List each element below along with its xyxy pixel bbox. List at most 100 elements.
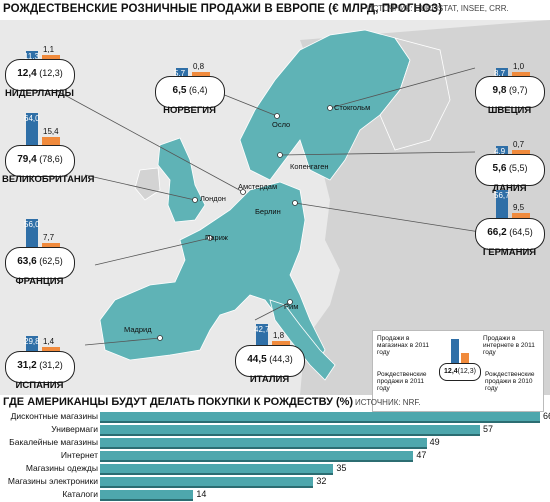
online-bar [42,55,60,59]
line-nl [36,79,244,193]
widget-es: 29,8 1,4 31,2 (31,2) ИСПАНИЯ [2,316,77,391]
us-row: Дисконтные магазины 66 [0,410,550,423]
line-de [294,202,481,233]
us-row-value: 47 [416,450,427,460]
legend-store: Продажи в магазинах в 2011 году [377,335,429,356]
online-bar [512,72,530,76]
legend-pill: 12,4(12,3) [439,363,481,381]
legend-2011: Рождественские продажи в 2011 году [377,371,427,392]
widget-dk: 4,9 0,7 5,6 (5,5) ДАНИЯ [472,119,547,194]
prev-value: (44,3) [266,354,293,364]
total-value: 6,5 [172,85,187,96]
page-title: РОЖДЕСТВЕНСКИЕ РОЗНИЧНЫЕ ПРОДАЖИ В ЕВРОП… [3,3,443,15]
store-value: 4,9 [494,147,506,156]
us-row-label: Каталоги [62,489,98,499]
store-bar [26,219,38,247]
total-pill: 66,2 (64,5) [475,218,545,250]
total-value: 44,5 [247,354,267,365]
store-value: 11,3 [24,52,39,61]
country-name: ИСПАНИЯ [15,380,64,391]
store-bar [496,68,508,76]
legend-online-bar [461,353,469,363]
country-name: ИТАЛИЯ [249,374,290,385]
us-row-label: Интернет [60,450,98,460]
total-pill: 44,5 (44,3) [235,345,305,377]
prev-value: (78,6) [36,154,63,164]
us-row-value: 35 [336,463,347,473]
total-text: 12,4 (12,3) [6,68,74,79]
us-row-bar [100,477,314,488]
us-title: ГДЕ АМЕРИКАНЦЫ БУДУТ ДЕЛАТЬ ПОКУПКИ К РО… [3,396,354,408]
us-row: Универмаги 57 [0,423,550,436]
store-bar [26,113,38,145]
online-bar [42,137,60,145]
us-row: Магазины электроники 32 [0,475,550,488]
total-pill: 12,4 (12,3) [5,59,75,91]
store-value: 56,7 [494,190,510,200]
country-name: ГЕРМАНИЯ [482,247,537,258]
us-row-bar [100,490,194,501]
line-es [84,337,161,346]
total-text: 44,5 (44,3) [236,354,304,365]
total-value: 9,8 [492,85,507,96]
store-value: 29,8 [24,337,40,347]
online-value: 1,1 [43,45,55,54]
legend-total: 12,4 [444,368,458,375]
total-pill: 9,8 (9,7) [475,76,545,108]
us-row: Бакалейные магазины 49 [0,436,550,449]
us-source: ИСТОЧНИК: NRF. [355,398,421,407]
prev-value: (9,7) [506,85,528,95]
widget-it: 42,7 1,8 44,5 (44,3) ИТАЛИЯ [232,310,307,385]
us-row-bar [100,438,427,449]
prev-value: (6,4) [186,85,208,95]
city-oslo: Осло [272,120,291,129]
total-text: 63,6 (62,5) [6,256,74,267]
online-bar [42,243,60,247]
prev-value: (5,5) [506,163,528,173]
store-bar [26,336,38,351]
country-name: ФРАНЦИЯ [15,276,64,287]
map-shapes [36,20,550,395]
online-value: 1,4 [43,337,55,346]
city-amsterdam: Амстердам [238,182,278,191]
store-bar [26,51,38,59]
us-row: Интернет 47 [0,449,550,462]
prev-value: (31,2) [36,360,63,370]
prev-value: (62,5) [36,256,63,266]
city-paris: Париж [205,233,228,242]
line-gb [84,174,196,201]
total-pill: 63,6 (62,5) [5,247,75,279]
us-row-bar [100,425,480,436]
us-row-value: 14 [196,489,207,499]
online-value: 0,7 [513,140,525,149]
us-row-label: Магазины одежды [25,463,98,473]
widget-de: 56,7 9,5 66,2 (64,5) ГЕРМАНИЯ [472,183,547,258]
total-text: 79,4 (78,6) [6,154,74,165]
us-row-label: Универмаги [51,424,98,434]
us-row-bar [100,464,334,475]
europe-map: Осло Стокгольм Копенгаген Амстердам Лонд… [0,20,550,412]
city-rome: Рим [284,302,299,311]
total-text: 5,6 (5,5) [476,163,544,174]
total-text: 31,2 (31,2) [6,360,74,371]
city-stockholm: Стокгольм [334,103,371,112]
country-name: ДАНИЯ [492,183,527,194]
us-row: Магазины одежды 35 [0,462,550,475]
line-fr [94,237,211,266]
store-bar [496,189,508,218]
line-dk [279,151,476,156]
online-value: 9,5 [513,203,525,213]
country-name: ШВЕЦИЯ [487,105,532,116]
total-pill: 5,6 (5,5) [475,154,545,186]
widget-se: 8,7 1,0 9,8 (9,7) ШВЕЦИЯ [472,41,547,116]
us-row-value: 32 [316,476,327,486]
country-name: НОРВЕГИЯ [163,105,216,116]
online-bar [272,341,290,345]
widget-gb: 64,0 15,4 79,4 (78,6) ВЕЛИКОБРИТАНИЯ [2,110,94,185]
total-pill: 6,5 (6,4) [155,76,225,108]
total-value: 31,2 [17,360,37,371]
legend-prev: (12,3) [457,368,476,375]
total-text: 9,8 (9,7) [476,85,544,96]
online-bar [192,72,210,76]
us-row-value: 57 [483,424,494,434]
